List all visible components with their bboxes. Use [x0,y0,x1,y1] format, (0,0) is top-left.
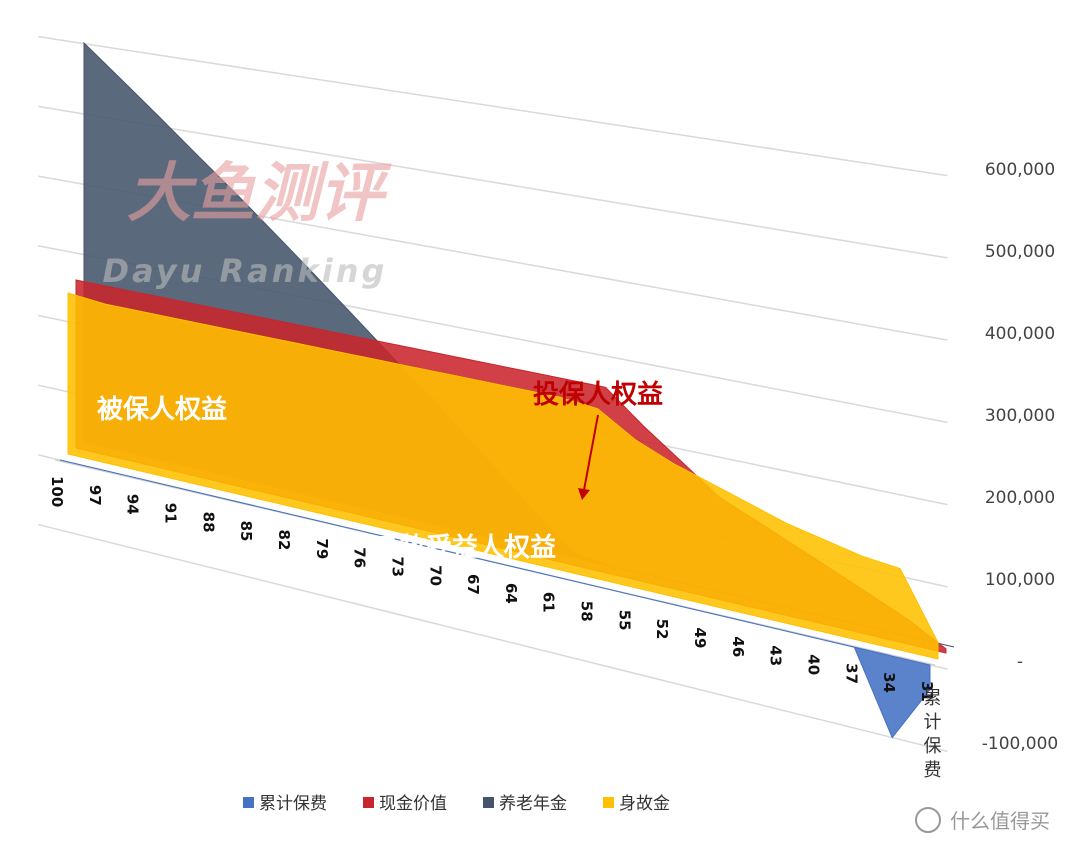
annotation: 身故受益人权益 [374,532,556,563]
legend-swatch [603,797,614,808]
x-tick-label: 37 [842,663,860,684]
y-tick-label: 200,000 [985,488,1055,508]
x-tick-label: 46 [729,636,747,657]
grid-line [38,35,948,177]
labels: -100,000-100,000200,000300,000400,000500… [48,160,1058,754]
grid-line [38,105,948,259]
x-tick-label: 43 [767,645,785,666]
legend-label: 养老年金 [499,794,567,814]
x-tick-label: 91 [161,503,179,524]
legend-swatch [483,797,494,808]
x-tick-label: 100 [48,476,66,507]
x-tick-label: 64 [502,583,520,604]
legend-swatch [363,797,374,808]
watermark: Dayu Ranking [103,252,388,290]
arrow-head [578,488,590,500]
y-tick-label: 500,000 [985,242,1055,262]
y-tick-label: - [1017,652,1023,672]
x-tick-label: 85 [237,521,255,542]
legend: 累计保费 现金价值 养老年金 身故金 [243,794,670,814]
y-tick-label: 100,000 [985,570,1055,590]
depth-axis-label: 累计保费 [921,688,942,784]
x-tick-label: 73 [388,556,406,577]
x-tick-label: 82 [275,529,293,550]
y-tick-label: -100,000 [982,734,1058,754]
x-tick-label: 97 [86,485,104,506]
logo-icon [915,807,941,833]
annotation: 投保人权益 [533,380,663,410]
x-tick-label: 58 [578,601,596,622]
legend-label: 现金价值 [379,794,447,814]
x-tick-label: 76 [351,547,369,568]
y-tick-label: 300,000 [985,406,1055,426]
x-tick-label: 67 [464,574,482,595]
legend-swatch [243,797,254,808]
x-tick-label: 88 [199,512,217,533]
area [59,459,931,739]
x-tick-label: 79 [313,538,331,559]
logo: 什么值得买 [950,809,1050,833]
y-tick-label: 600,000 [985,160,1055,180]
x-tick-label: 70 [426,565,444,586]
x-tick-label: 40 [805,654,823,675]
x-tick-label: 31 [918,681,936,702]
area [67,292,939,660]
x-tick-label: 94 [124,494,142,515]
y-tick-label: 400,000 [985,324,1055,344]
x-tick-label: 61 [540,592,558,613]
x-tick-label: 55 [615,610,633,631]
annotation: 被保人权益 [97,395,227,425]
plot-area [59,41,955,739]
legend-label: 身故金 [619,794,670,814]
x-tick-label: 49 [691,628,709,649]
x-tick-label: 52 [653,619,671,640]
x-tick-label: 34 [880,672,898,693]
annotation-arrow [583,414,599,491]
watermark: 大鱼测评 [127,157,392,231]
legend-label: 累计保费 [259,794,327,814]
grid-line [38,523,948,753]
